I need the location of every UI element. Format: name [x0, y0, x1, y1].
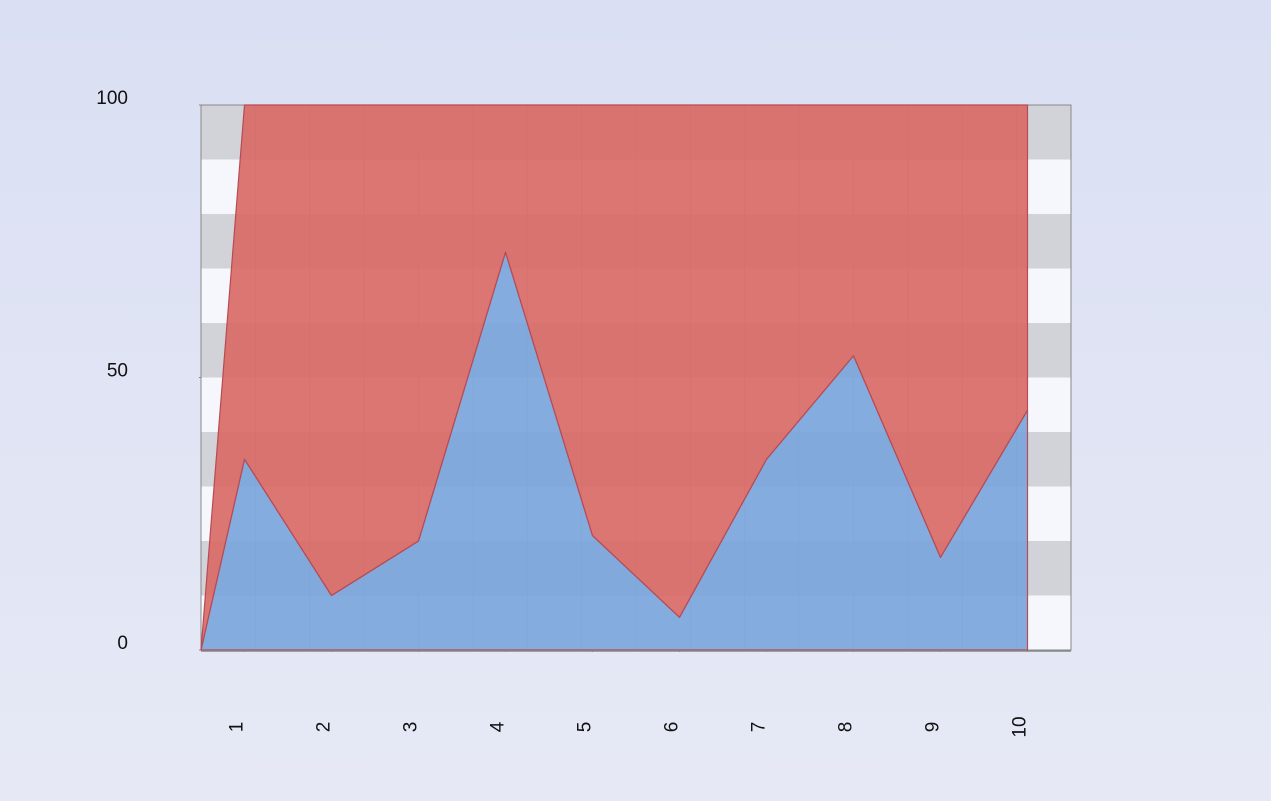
x-tick-label: 5 — [575, 722, 596, 733]
y-tick-label: 0 — [117, 633, 128, 654]
x-tick-label: 7 — [749, 722, 770, 733]
y-tick-label: 100 — [96, 88, 128, 109]
x-tick-label: 3 — [401, 722, 422, 733]
x-tick-label: 8 — [836, 722, 857, 733]
area — [200, 104, 1029, 651]
x-tick-label: 2 — [314, 722, 335, 733]
x-tick-label: 9 — [923, 722, 944, 733]
x-tick-label: 4 — [488, 721, 509, 732]
x-tick-label: 1 — [227, 722, 248, 733]
x-tick-label: 10 — [1010, 716, 1031, 737]
y-tick-label: 50 — [107, 361, 128, 382]
x-tick-label: 6 — [662, 722, 683, 733]
